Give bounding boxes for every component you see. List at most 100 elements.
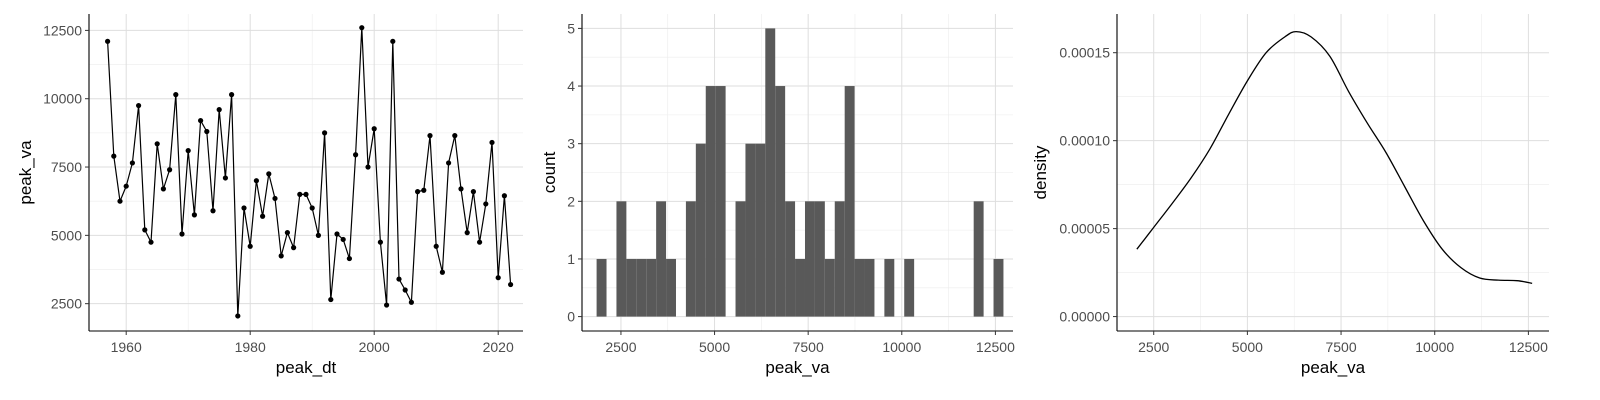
data-point: [154, 141, 160, 147]
data-point: [160, 186, 166, 192]
data-point: [483, 201, 489, 207]
histogram-bar: [666, 258, 676, 317]
x-tick-label: 2000: [359, 339, 390, 355]
histogram-bar: [705, 86, 716, 317]
y-tick-label: 0: [567, 309, 575, 325]
data-point: [204, 128, 210, 135]
x-tick-label: 10000: [1415, 339, 1454, 355]
time-series-panel: 1960 1980 2000 2020 2500 5000 7500 10000 12500 pe…: [16, 14, 523, 377]
data-point: [266, 171, 272, 177]
data-point: [328, 296, 334, 303]
histogram-bar: [745, 143, 756, 317]
data-point: [129, 160, 135, 166]
x-axis-title: peak_va: [1301, 358, 1366, 377]
data-point: [210, 208, 216, 214]
y-axis-title: density: [1031, 145, 1050, 199]
histogram-bar: [904, 258, 915, 317]
data-point: [297, 191, 303, 197]
data-point: [303, 191, 309, 197]
data-point: [371, 126, 377, 132]
histogram-panel: 2500 5000 7500 10000 12500 0 1 2 3 4 5 peak_va count: [540, 14, 1015, 377]
y-tick-label: 12500: [43, 22, 82, 38]
data-point: [117, 198, 123, 204]
histogram-bar: [646, 258, 657, 317]
data-point: [421, 187, 427, 193]
histogram-bar: [765, 28, 776, 317]
data-point: [439, 269, 445, 275]
x-tick-label: 12500: [976, 339, 1015, 355]
data-point: [452, 133, 458, 139]
y-tick-label: 2500: [51, 296, 82, 312]
histogram-bar: [814, 201, 825, 317]
data-point: [408, 299, 414, 305]
data-point: [148, 239, 154, 245]
data-point: [495, 275, 501, 281]
data-point: [489, 139, 495, 146]
data-point: [191, 212, 197, 218]
data-point: [235, 313, 241, 319]
histogram-bar: [854, 258, 865, 317]
histogram-bar: [824, 258, 835, 317]
data-point: [173, 92, 179, 98]
density-curve: [1136, 30, 1533, 284]
x-tick-label: 7500: [1325, 339, 1356, 355]
data-point: [470, 189, 476, 195]
data-point: [377, 239, 383, 245]
y-tick-label: 5: [567, 20, 575, 36]
x-tick-label: 2500: [1138, 339, 1169, 355]
data-point: [365, 164, 371, 170]
data-point: [142, 227, 148, 233]
x-tick-label: 1960: [111, 339, 142, 355]
data-point: [284, 230, 290, 236]
x-tick-label: 10000: [882, 339, 921, 355]
histogram-bar: [864, 258, 875, 317]
data-point: [477, 239, 483, 245]
data-point: [359, 25, 365, 31]
data-point: [167, 167, 173, 173]
y-tick-label: 1: [567, 251, 575, 267]
data-point: [390, 38, 396, 44]
y-tick-label: 0.00005: [1059, 221, 1110, 237]
data-point: [111, 153, 117, 159]
data-point: [353, 152, 359, 158]
histogram-bar: [993, 258, 1004, 317]
data-point: [396, 276, 402, 282]
histogram-bar: [755, 143, 766, 317]
x-tick-label: 5000: [699, 339, 730, 355]
data-point: [123, 183, 129, 189]
y-tick-label: 3: [567, 136, 575, 152]
data-point: [105, 38, 111, 44]
data-point: [415, 189, 421, 195]
x-tick-label: 12500: [1509, 339, 1548, 355]
data-point: [179, 231, 185, 237]
data-point: [185, 148, 191, 154]
data-point: [247, 243, 253, 249]
series-line: [107, 27, 512, 317]
data-point: [501, 193, 507, 199]
histogram-bar: [695, 143, 706, 317]
y-axis-title: count: [540, 151, 559, 193]
data-point: [446, 160, 452, 166]
data-point: [458, 186, 464, 192]
x-axis-title: peak_va: [765, 358, 830, 377]
histogram-bar: [804, 201, 815, 317]
data-point: [260, 213, 266, 219]
histogram-bar: [735, 201, 746, 317]
data-point: [309, 205, 315, 211]
data-point: [402, 287, 408, 293]
data-point: [216, 107, 222, 113]
histogram-bar: [616, 201, 627, 317]
data-point: [136, 102, 142, 109]
x-tick-label: 1980: [235, 339, 266, 355]
y-axis-title: peak_va: [16, 140, 35, 205]
histogram-bar: [844, 86, 855, 317]
data-point: [384, 302, 390, 308]
y-tick-label: 5000: [51, 227, 82, 243]
data-point: [322, 130, 328, 136]
data-point: [427, 133, 433, 139]
data-point: [340, 236, 346, 243]
data-point: [241, 205, 247, 211]
histogram-bar: [795, 258, 805, 317]
x-axis-title: peak_dt: [276, 358, 337, 377]
data-point: [315, 232, 321, 238]
